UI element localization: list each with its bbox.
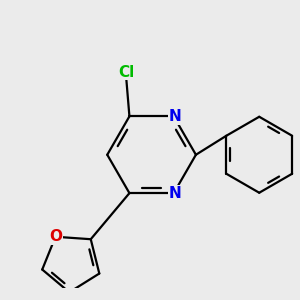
Text: N: N — [169, 109, 182, 124]
Text: Cl: Cl — [118, 64, 134, 80]
Text: N: N — [169, 186, 182, 201]
Text: O: O — [49, 229, 62, 244]
